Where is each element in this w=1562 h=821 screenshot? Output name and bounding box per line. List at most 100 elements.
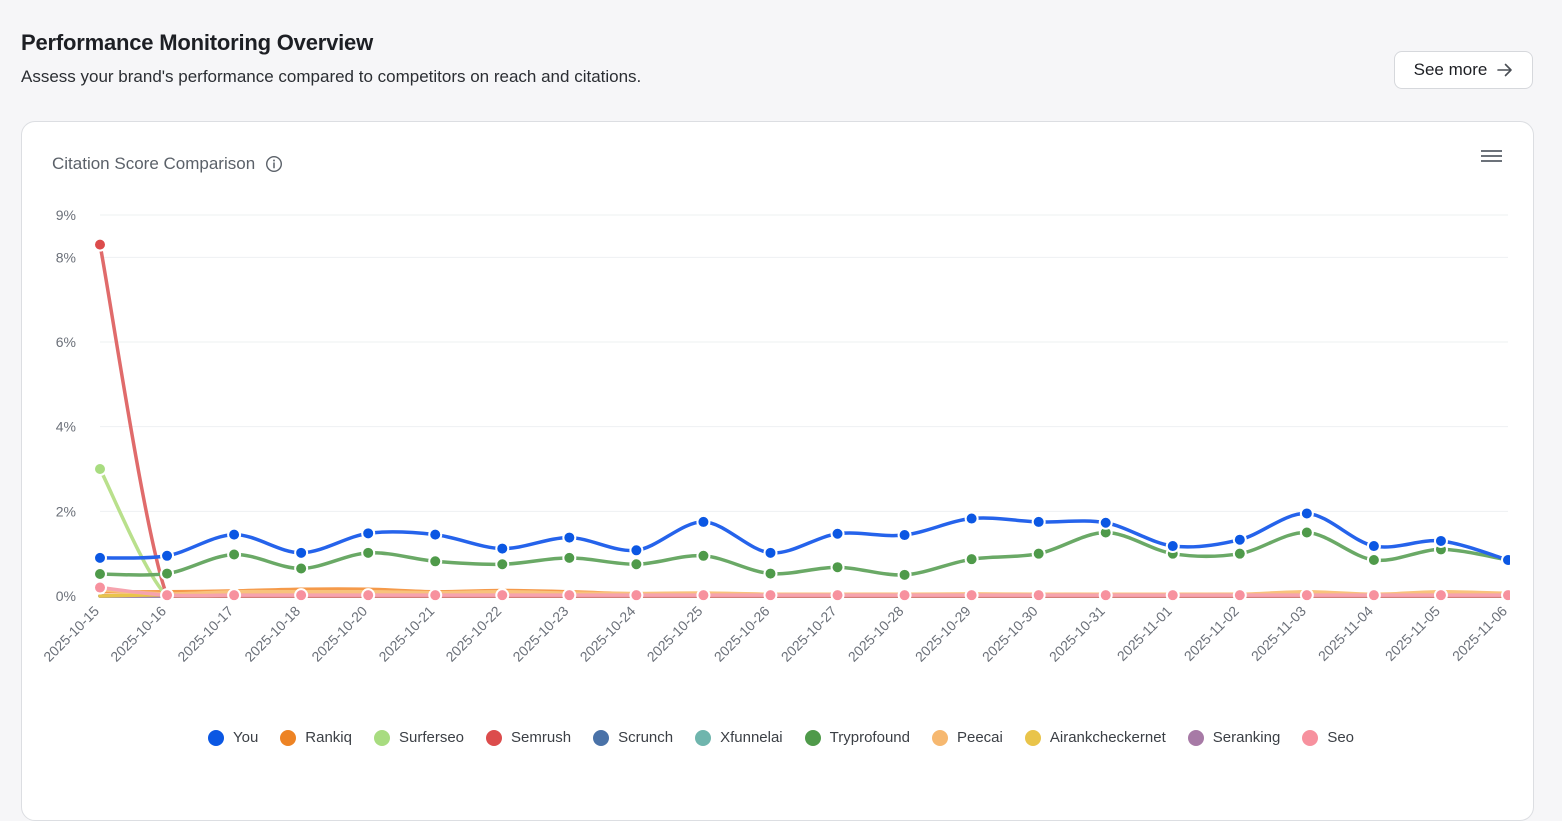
data-point-tryprofound	[428, 554, 443, 569]
data-point-tryprofound	[696, 548, 711, 563]
chart-legend: You Rankiq Surferseo Semrush Scrunch Xfunnela…	[0, 729, 1562, 746]
data-point-seo	[361, 588, 376, 603]
data-point-seo	[1433, 588, 1448, 603]
legend-label: You	[232, 729, 259, 746]
data-point-you	[361, 526, 376, 541]
hamburger-menu-icon[interactable]	[1480, 147, 1503, 165]
data-point-you	[227, 527, 242, 542]
legend-label: Scrunch	[618, 729, 674, 746]
legend-marker	[593, 729, 610, 746]
series-surferseo	[93, 462, 1510, 598]
x-tick-label: 2025-11-02	[1181, 603, 1242, 664]
x-tick-label: 2025-10-31	[1046, 603, 1108, 665]
data-point-tryprofound	[93, 566, 107, 581]
data-point-tryprofound	[294, 561, 309, 576]
data-point-semrush	[93, 237, 107, 252]
legend-marker	[931, 729, 948, 746]
data-point-seo	[562, 588, 577, 603]
data-point-you	[830, 526, 845, 541]
x-tick-label: 2025-11-01	[1114, 603, 1175, 664]
series-line-tryprofound	[98, 530, 1510, 577]
legend-marker	[373, 729, 390, 746]
x-tick-label: 2025-10-17	[174, 603, 236, 665]
data-point-seo	[1299, 588, 1314, 603]
legend-label: Tryprofound	[829, 729, 910, 746]
legend-item-rankiq[interactable]: Rankiq	[280, 729, 352, 746]
info-icon[interactable]	[265, 155, 283, 173]
series-seo	[93, 580, 1510, 603]
legend-marker	[280, 729, 297, 746]
data-point-tryprofound	[1031, 546, 1046, 561]
x-tick-label: 2025-10-22	[442, 603, 504, 665]
x-tick-label: 2025-10-20	[308, 603, 370, 665]
data-point-you	[1232, 532, 1247, 547]
legend-item-surferseo[interactable]: Surferseo	[373, 729, 464, 746]
legend-item-xfunnelai[interactable]: Xfunnelai	[695, 729, 783, 746]
series-line-seo	[98, 585, 1510, 598]
data-point-you	[428, 527, 443, 542]
data-point-you	[696, 514, 711, 529]
x-tick-label: 2025-10-26	[711, 603, 773, 665]
x-tick-label: 2025-10-16	[107, 603, 169, 665]
x-tick-label: 2025-10-23	[509, 603, 571, 665]
legend-item-you[interactable]: You	[207, 729, 259, 746]
data-point-seo	[1098, 588, 1113, 603]
legend-label: Peecai	[956, 729, 1003, 746]
data-point-tryprofound	[1232, 546, 1247, 561]
data-point-you	[1299, 506, 1314, 521]
data-point-surferseo	[93, 462, 107, 476]
legend-item-semrush[interactable]: Semrush	[486, 729, 571, 746]
x-tick-label: 2025-11-06	[1449, 603, 1510, 664]
legend-item-airankcheckernet[interactable]: Airankcheckernet	[1024, 729, 1166, 746]
x-tick-label: 2025-10-27	[778, 603, 840, 665]
legend-item-seranking[interactable]: Seranking	[1187, 729, 1280, 746]
x-tick-label: 2025-11-04	[1315, 603, 1376, 664]
data-point-you	[495, 541, 510, 556]
y-tick-label: 9%	[56, 207, 76, 223]
data-point-you	[1031, 514, 1046, 529]
legend-marker	[1302, 729, 1319, 746]
legend-label: Rankiq	[305, 729, 352, 746]
data-point-seo	[428, 588, 443, 603]
series-semrush	[93, 237, 1510, 598]
data-point-tryprofound	[629, 557, 644, 572]
x-tick-label: 2025-10-15	[40, 603, 102, 665]
data-point-tryprofound	[897, 567, 912, 582]
legend-item-tryprofound[interactable]: Tryprofound	[804, 729, 910, 746]
data-point-seo	[1366, 588, 1381, 603]
data-point-tryprofound	[763, 566, 778, 581]
chart-card-title: Citation Score Comparison	[52, 154, 283, 174]
y-tick-label: 6%	[56, 334, 76, 350]
data-point-you	[160, 548, 175, 563]
page-subtitle: Assess your brand's performance compared…	[21, 67, 642, 86]
data-point-seo	[964, 588, 979, 603]
data-point-seo	[897, 588, 912, 603]
data-point-seo	[1232, 588, 1247, 603]
y-tick-label: 2%	[56, 503, 76, 519]
data-point-seo	[93, 580, 107, 595]
data-point-seo	[1165, 588, 1180, 603]
data-point-seo	[294, 588, 309, 603]
legend-label: Xfunnelai	[720, 729, 783, 746]
data-point-seo	[1031, 588, 1046, 603]
citation-score-chart: 0%2%4%6%8%9%2025-10-15 2025-10-16 2025-10-…	[40, 207, 1510, 665]
x-tick-label: 2025-10-24	[577, 603, 639, 665]
arrow-right-icon	[1497, 63, 1513, 77]
data-point-tryprofound	[160, 566, 175, 581]
data-point-you	[1433, 533, 1448, 548]
legend-marker	[486, 729, 503, 746]
legend-label: Semrush	[511, 729, 572, 746]
data-point-seo	[1501, 588, 1510, 603]
x-axis-labels: 2025-10-15 2025-10-16 2025-10-17 2025-10-18…	[40, 603, 1510, 665]
legend-marker	[695, 729, 712, 746]
data-point-seo	[763, 588, 778, 603]
data-point-you	[562, 530, 577, 545]
see-more-button[interactable]: See more	[1394, 51, 1533, 89]
legend-item-peecai[interactable]: Peecai	[931, 729, 1003, 746]
data-point-tryprofound	[964, 552, 979, 567]
legend-label: Airankcheckernet	[1049, 729, 1166, 746]
legend-item-scrunch[interactable]: Scrunch	[593, 729, 673, 746]
legend-marker	[1024, 729, 1041, 746]
legend-item-seo[interactable]: Seo	[1302, 729, 1354, 746]
legend-marker	[207, 729, 224, 746]
